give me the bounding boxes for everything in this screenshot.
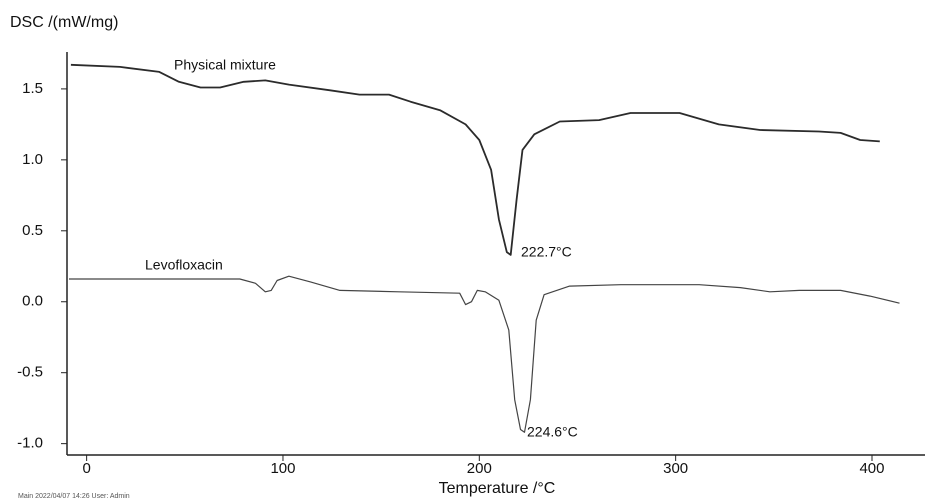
y-axis-label: DSC /(mW/mg) (10, 14, 118, 31)
x-axis-label: Temperature /°C (439, 480, 556, 497)
y-tick-label: -0.5 (17, 364, 43, 381)
y-tick-label: -1.0 (17, 435, 43, 452)
series-line (70, 63, 880, 256)
series-label: Physical mixture (174, 57, 276, 73)
y-tick-label: 0.0 (22, 293, 43, 310)
y-tick-label: 1.5 (22, 80, 43, 97)
x-tick-label: 300 (663, 460, 688, 477)
peak-annotation: 224.6°C (527, 424, 578, 440)
x-tick-label: 100 (270, 460, 295, 477)
series-label: Levofloxacin (145, 257, 223, 273)
peak-annotation: 222.7°C (521, 244, 572, 260)
x-tick-label: 0 (82, 460, 90, 477)
x-tick-label: 400 (859, 460, 884, 477)
y-tick-label: 0.5 (22, 222, 43, 239)
footer: Main 2022/04/07 14:26 User: Admin (18, 493, 130, 500)
x-tick-label: 200 (467, 460, 492, 477)
series-line (69, 275, 900, 433)
y-tick-label: 1.0 (22, 151, 43, 168)
